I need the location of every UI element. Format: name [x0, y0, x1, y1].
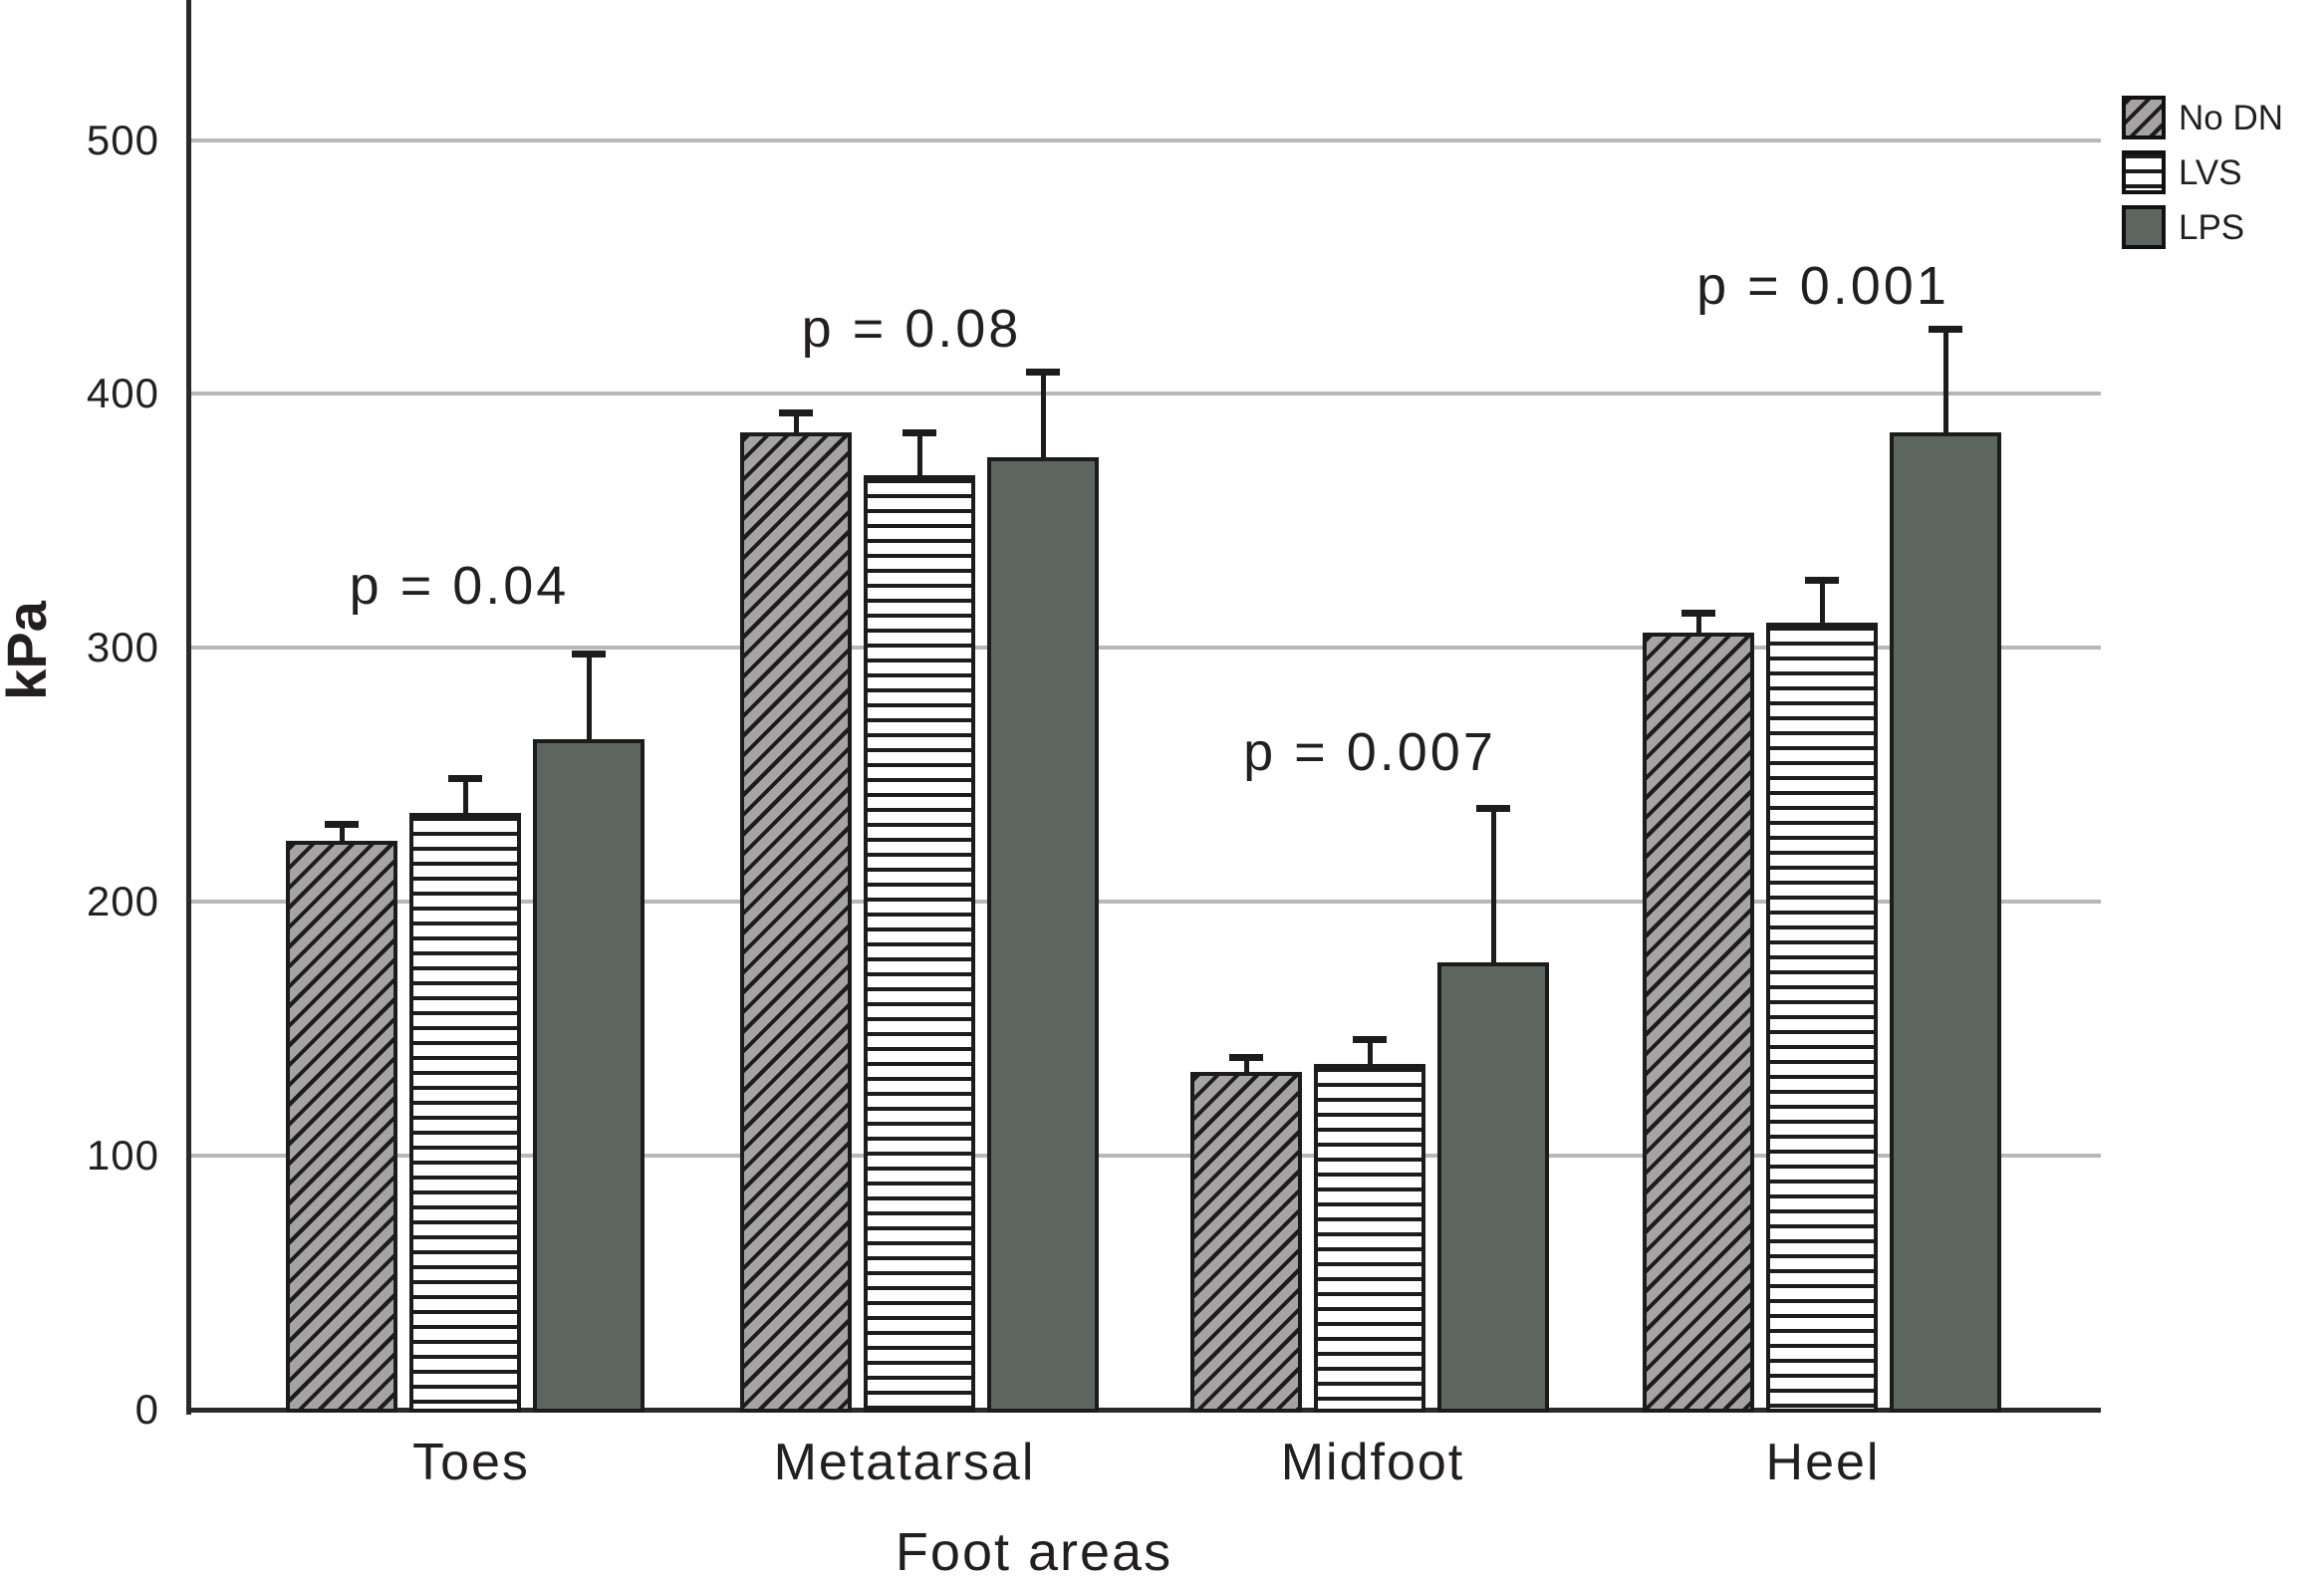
- error-bar-cap: [903, 429, 936, 437]
- y-tick-500: 500: [86, 116, 159, 163]
- gridline-500: [191, 137, 2101, 142]
- error-bar-cap: [1929, 325, 1962, 333]
- y-tick-0: 0: [134, 1386, 159, 1433]
- gridline-300: [191, 646, 2101, 651]
- bar-nodn-midfoot: [1190, 1071, 1302, 1413]
- bar-lps-heel: [1890, 431, 2001, 1413]
- error-bar-cap: [1026, 369, 1060, 376]
- gridline-400: [191, 392, 2101, 396]
- gridline-200: [191, 900, 2101, 905]
- gridline-100: [191, 1154, 2101, 1159]
- legend-label: LPS: [2179, 207, 2245, 247]
- error-bar-cap: [1476, 805, 1510, 813]
- error-bar-stem: [586, 655, 592, 740]
- legend-item-lps: LPS: [2122, 205, 2283, 249]
- error-bar-cap: [779, 408, 813, 416]
- bar-lps-toes: [533, 739, 645, 1413]
- error-bar-stem: [1040, 374, 1046, 458]
- error-bar-stem: [1243, 1059, 1249, 1072]
- bar-nodn-heel: [1643, 633, 1754, 1413]
- error-bar-cap: [448, 774, 482, 782]
- legend-item-nodn: No DN: [2122, 96, 2283, 139]
- legend-swatch-nodn: [2122, 96, 2166, 139]
- error-bar-cap: [1805, 577, 1839, 585]
- error-bar-cap: [325, 820, 359, 828]
- legend: No DN LVS LPS: [2122, 96, 2283, 249]
- error-bar-stem: [1942, 330, 1948, 432]
- x-tick-toes: Toes: [412, 1434, 530, 1491]
- x-axis-title: Foot areas: [895, 1522, 1173, 1581]
- legend-swatch-lps: [2122, 205, 2166, 249]
- legend-swatch-lvs: [2122, 150, 2166, 194]
- legend-label: No DN: [2179, 98, 2284, 137]
- error-bar-stem: [1695, 615, 1701, 633]
- p-value-metatarsal: p = 0.08: [801, 299, 1022, 359]
- bar-lvs-midfoot: [1314, 1064, 1425, 1413]
- y-tick-400: 400: [86, 370, 159, 417]
- x-axis-line: [186, 1408, 2101, 1413]
- error-bar-stem: [916, 434, 922, 475]
- error-bar-cap: [1353, 1036, 1387, 1044]
- y-tick-100: 100: [86, 1132, 159, 1180]
- bar-lvs-heel: [1766, 622, 1878, 1413]
- x-tick-midfoot: Midfoot: [1280, 1434, 1465, 1491]
- y-tick-300: 300: [86, 624, 159, 671]
- p-value-toes: p = 0.04: [349, 556, 570, 616]
- error-bar-cap: [572, 650, 606, 658]
- error-bar-stem: [462, 779, 468, 813]
- bar-lps-metatarsal: [987, 457, 1099, 1413]
- error-bar-stem: [1819, 582, 1825, 623]
- bar-lvs-metatarsal: [864, 474, 975, 1413]
- error-bar-stem: [793, 413, 799, 432]
- p-value-midfoot: p = 0.007: [1243, 722, 1496, 782]
- p-value-heel: p = 0.001: [1696, 256, 1949, 316]
- bar-nodn-metatarsal: [740, 431, 852, 1413]
- y-axis-line: [186, 0, 191, 1415]
- error-bar-stem: [1490, 810, 1496, 963]
- x-tick-metatarsal: Metatarsal: [773, 1434, 1036, 1491]
- legend-item-lvs: LVS: [2122, 150, 2283, 194]
- bar-lps-midfoot: [1437, 962, 1549, 1413]
- error-bar-stem: [339, 825, 345, 841]
- bar-lvs-toes: [409, 812, 521, 1413]
- legend-label: LVS: [2179, 152, 2242, 192]
- error-bar-cap: [1681, 610, 1715, 618]
- error-bar-stem: [1367, 1041, 1373, 1065]
- error-bar-cap: [1229, 1054, 1263, 1062]
- x-tick-heel: Heel: [1765, 1434, 1881, 1491]
- y-tick-200: 200: [86, 878, 159, 925]
- bar-nodn-toes: [286, 841, 397, 1413]
